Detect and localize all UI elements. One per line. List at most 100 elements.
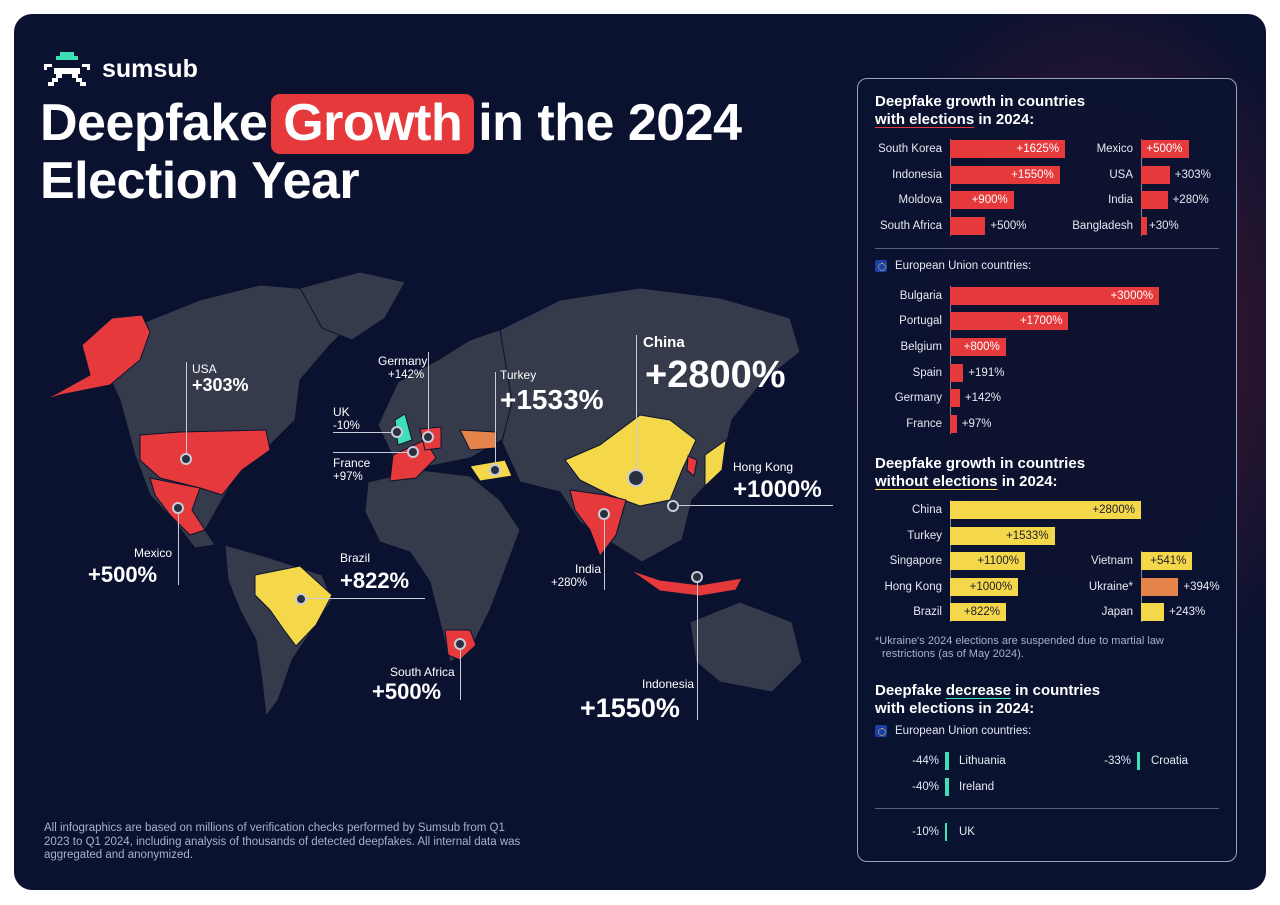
- bar-label: Ukraine*: [1088, 581, 1133, 593]
- bar: +1533%: [950, 527, 1055, 545]
- map-brazil: [254, 565, 333, 647]
- ukraine-footnote: *Ukraine's 2024 elections are suspended …: [875, 635, 1164, 660]
- map-usa: [139, 429, 271, 496]
- callout-country: Brazil: [340, 551, 371, 565]
- eu-flag-icon: [875, 260, 887, 272]
- callout-line: [428, 352, 429, 437]
- section-title-without-elections: Deepfake growth in countries without ele…: [875, 455, 1085, 491]
- world-map: [44, 271, 803, 718]
- map-south-korea: [686, 455, 698, 477]
- title-part: Deepfake: [40, 94, 268, 152]
- bar-label: Vietnam: [1091, 555, 1133, 567]
- decrease-label: Croatia: [1151, 755, 1189, 767]
- section-title-with-elections: Deepfake growth in countries with electi…: [875, 93, 1085, 129]
- bar-value: +30%: [1149, 220, 1179, 232]
- map-china: [564, 414, 697, 507]
- title-text: in countries: [1015, 682, 1101, 699]
- methodology-note: All infographics are based on millions o…: [44, 822, 521, 861]
- bar: +1550%: [950, 166, 1060, 184]
- bar-label: Turkey: [907, 530, 942, 542]
- bar: +2800%: [950, 501, 1141, 519]
- bar: +500%: [1141, 140, 1189, 158]
- bar-label: Spain: [912, 367, 942, 379]
- bar-label: Bulgaria: [899, 290, 942, 302]
- bar-label: Mexico: [1096, 143, 1133, 155]
- bar-value: +191%: [968, 367, 1005, 379]
- bar: +822%: [950, 603, 1007, 621]
- map-ukraine: [459, 429, 497, 451]
- callout-country: Mexico: [134, 546, 173, 560]
- decrease-label: Lithuania: [959, 755, 1006, 767]
- bar: +1700%: [950, 312, 1069, 330]
- map-australia: [689, 601, 803, 693]
- callout-value: +500%: [88, 562, 158, 587]
- title-text: in 2024:: [978, 111, 1035, 128]
- decrease-value: -40%: [912, 781, 939, 793]
- bar-label: Japan: [1101, 606, 1133, 618]
- bar: +900%: [950, 191, 1014, 209]
- title-text: Deepfake growth in countries: [875, 93, 1086, 110]
- map-greenland: [299, 271, 406, 341]
- bar: [950, 389, 960, 407]
- bar-label: Moldova: [898, 194, 942, 206]
- decrease-value: -44%: [912, 755, 939, 767]
- bar-label: Belgium: [900, 341, 942, 353]
- title-emphasis: decrease: [945, 682, 1011, 699]
- map-alaska: [44, 314, 151, 401]
- bar-label: Bangladesh: [1072, 220, 1133, 232]
- callout-value: +1533%: [500, 384, 604, 415]
- decrease-bar: [1137, 752, 1141, 770]
- map-marker: [627, 469, 645, 487]
- callout-line: [186, 362, 187, 459]
- callout-line: [460, 644, 461, 700]
- bar-label: South Korea: [878, 143, 942, 155]
- bar: +3000%: [950, 287, 1160, 305]
- callout-value: +280%: [551, 577, 588, 589]
- decrease-value: -10%: [912, 826, 939, 838]
- eu-heading: European Union countries:: [875, 725, 1031, 737]
- bar-label: Brazil: [913, 606, 942, 618]
- eu-heading: European Union countries:: [875, 260, 1031, 272]
- map-marker: [691, 571, 703, 583]
- bar: +1000%: [950, 578, 1019, 596]
- title-line2: Election Year: [40, 152, 360, 210]
- bar: [1141, 166, 1170, 184]
- callout-line: [697, 577, 698, 720]
- title-text: in 2024:: [1001, 473, 1058, 490]
- bar-label: Singapore: [889, 555, 942, 567]
- callout-line: [604, 514, 605, 590]
- bar-value: +97%: [961, 418, 992, 430]
- bar-label: USA: [1109, 169, 1133, 181]
- brand-logo: sumsub: [42, 50, 198, 88]
- bar-value: +142%: [964, 392, 1002, 404]
- map-marker: [391, 426, 403, 438]
- bar-label: Germany: [894, 392, 942, 404]
- bar-axis: [1141, 139, 1142, 236]
- divider: [875, 248, 1219, 249]
- decrease-label: Ireland: [959, 781, 995, 793]
- bar-value: +500%: [990, 220, 1027, 232]
- bar: [950, 415, 957, 433]
- callout-country: Germany: [378, 354, 428, 368]
- title-text: with elections in 2024:: [875, 700, 1035, 717]
- title-highlight: Growth: [271, 94, 475, 154]
- callout-value: +822%: [340, 568, 410, 593]
- section-title-decrease: Deepfake decrease in countries with elec…: [875, 682, 1100, 718]
- decrease-label: UK: [959, 826, 975, 838]
- callout-line: [495, 372, 496, 470]
- callout-value: +2800%: [645, 354, 786, 396]
- map-france-spain-portugal: [389, 439, 437, 482]
- callout-country: France: [333, 456, 371, 470]
- bar: +541%: [1141, 552, 1193, 570]
- eu-heading-text: European Union countries:: [895, 260, 1032, 272]
- bar-label: France: [906, 418, 942, 430]
- callout-country: UK: [333, 405, 350, 419]
- bar: +800%: [950, 338, 1006, 356]
- bar: [1141, 578, 1179, 596]
- bar: [950, 217, 986, 235]
- title-emphasis: without elections: [875, 473, 998, 490]
- callout-country: China: [643, 334, 685, 351]
- callout-line: [178, 508, 179, 585]
- callout-value: -10%: [333, 420, 360, 432]
- stats-panel: Deepfake growth in countries with electi…: [857, 78, 1237, 862]
